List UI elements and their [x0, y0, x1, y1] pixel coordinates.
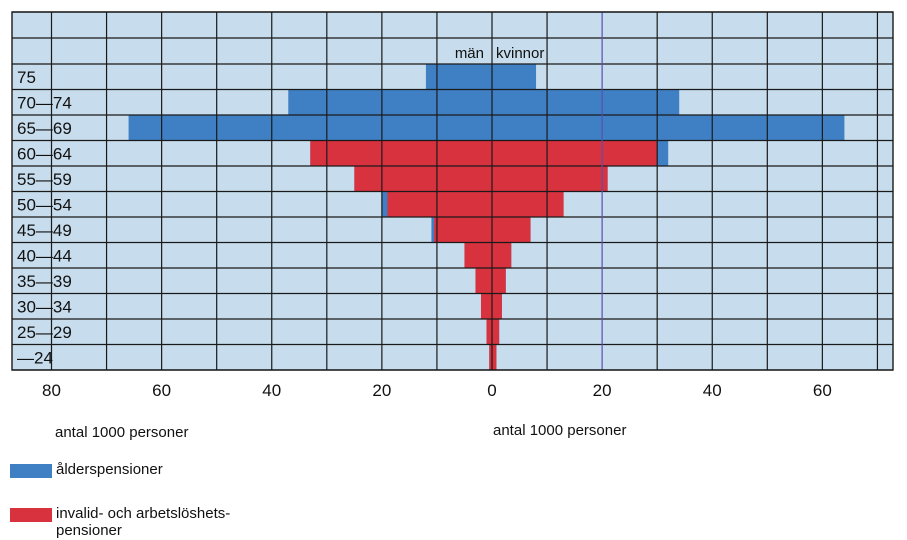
plot-frame	[11, 11, 894, 371]
legend-swatch-red	[10, 508, 52, 522]
bar-old-age-women-1	[492, 89, 680, 115]
bar-disability-women-9	[492, 293, 502, 319]
bar-disability-men-5	[387, 191, 492, 217]
bar-old-age-men-2	[128, 115, 492, 141]
bar-old-age-women-2	[492, 115, 845, 141]
x-axis-label-right: antal 1000 personer	[493, 422, 627, 439]
bar-disability-men-4	[354, 166, 492, 192]
category-label-2: 65—69	[17, 119, 72, 138]
bar-old-age-men-1	[288, 89, 492, 115]
labels-layer: 75 70—74 65—69 60—64 55—59 50—54 45—49 40—44 35—…	[17, 45, 832, 400]
bar-old-age-women-0	[492, 64, 537, 90]
bar-disability-men-3	[310, 140, 492, 166]
x-tick-label-0: 80	[42, 381, 61, 400]
category-label-0: 75	[17, 68, 36, 87]
x-tick-label-4: 0	[487, 381, 496, 400]
x-tick-label-7: 60	[813, 381, 832, 400]
bar-disability-men-9	[480, 293, 492, 319]
legend-item-old-age-pension: ålderspensioner	[10, 461, 163, 478]
side-label-men: män	[455, 45, 484, 62]
bar-disability-women-5	[492, 191, 564, 217]
bar-disability-women-4	[492, 166, 608, 192]
category-label-3: 60—64	[17, 144, 72, 163]
category-label-6: 45—49	[17, 221, 72, 240]
bar-old-age-men-0	[425, 64, 492, 90]
bar-disability-women-11	[492, 344, 497, 370]
category-label-5: 50—54	[17, 195, 72, 214]
bar-disability-women-10	[492, 319, 500, 345]
x-tick-label-5: 20	[593, 381, 612, 400]
bar-disability-women-8	[492, 268, 506, 294]
bar-disability-men-6	[434, 217, 492, 243]
x-axis-label-left: antal 1000 personer	[55, 424, 189, 441]
x-tick-label-3: 20	[372, 381, 391, 400]
bar-disability-men-8	[475, 268, 492, 294]
bar-disability-men-7	[464, 242, 492, 268]
bar-disability-men-11	[489, 344, 492, 370]
bars-layer	[128, 64, 845, 370]
category-label-1: 70—74	[17, 93, 72, 112]
category-label-10: 25—29	[17, 323, 72, 342]
bar-disability-women-3	[492, 140, 658, 166]
bar-disability-women-6	[492, 217, 531, 243]
x-tick-label-1: 60	[152, 381, 171, 400]
category-label-7: 40—44	[17, 246, 72, 265]
x-tick-label-2: 40	[262, 381, 281, 400]
legend-label: invalid- och arbetslöshets-pensioner	[56, 505, 231, 539]
category-label-11: —24	[17, 348, 53, 367]
category-label-4: 55—59	[17, 170, 72, 189]
grid-layer	[11, 11, 894, 371]
category-label-9: 30—34	[17, 297, 72, 316]
legend-item-disability-pension: invalid- och arbetslöshets-pensioner	[10, 505, 296, 539]
bar-disability-men-10	[486, 319, 492, 345]
category-label-8: 35—39	[17, 272, 72, 291]
legend-swatch-blue	[10, 464, 52, 478]
x-tick-label-6: 40	[703, 381, 722, 400]
legend-label: ålderspensioner	[56, 461, 163, 478]
bar-disability-women-7	[492, 242, 512, 268]
side-label-women: kvinnor	[496, 45, 544, 62]
